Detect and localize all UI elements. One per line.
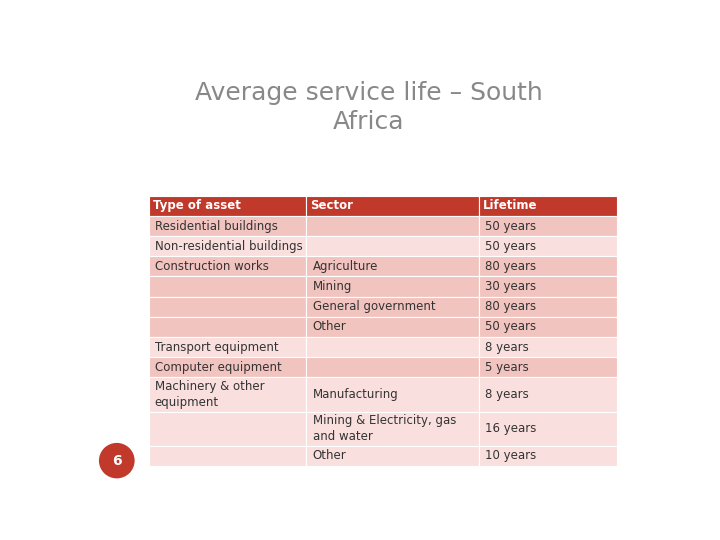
Text: 6: 6 [112,454,122,468]
Bar [148,216,305,236]
Text: 80 years: 80 years [485,260,536,273]
Text: 5 years: 5 years [485,361,528,374]
Text: 50 years: 50 years [485,240,536,253]
Bar [479,337,617,357]
Bar [305,357,479,377]
Bar [148,337,305,357]
Text: Agriculture: Agriculture [312,260,378,273]
Text: 50 years: 50 years [485,220,536,233]
Bar [148,236,305,256]
Text: Lifetime: Lifetime [482,199,537,212]
Bar [305,276,479,296]
Bar [148,276,305,296]
Bar [305,377,479,411]
Bar [479,236,617,256]
Bar [305,337,479,357]
Bar [479,216,617,236]
Text: Mining: Mining [312,280,352,293]
Text: General government: General government [312,300,435,313]
Bar [479,377,617,411]
Text: Mining & Electricity, gas
and water: Mining & Electricity, gas and water [312,414,456,443]
Bar [305,411,479,446]
Text: Non-residential buildings: Non-residential buildings [155,240,302,253]
Text: Type of asset: Type of asset [153,199,240,212]
Bar [479,196,617,216]
Ellipse shape [99,443,135,478]
Bar [305,446,479,466]
Bar [305,216,479,236]
Bar [148,357,305,377]
Bar [148,256,305,276]
Bar [479,296,617,317]
Text: Residential buildings: Residential buildings [155,220,278,233]
Text: 30 years: 30 years [485,280,536,293]
Text: Sector: Sector [310,199,353,212]
Text: Manufacturing: Manufacturing [312,388,398,401]
Bar [479,357,617,377]
Text: 80 years: 80 years [485,300,536,313]
Bar [479,317,617,337]
Bar [148,377,305,411]
Bar [148,317,305,337]
Text: 8 years: 8 years [485,341,528,354]
Bar [305,256,479,276]
Bar [148,411,305,446]
Bar [479,446,617,466]
Text: Computer equipment: Computer equipment [155,361,282,374]
Bar [305,317,479,337]
Text: 10 years: 10 years [485,449,536,462]
Text: Other: Other [312,320,346,333]
Bar [305,196,479,216]
Bar [479,256,617,276]
Text: 8 years: 8 years [485,388,528,401]
Bar [479,411,617,446]
Text: Transport equipment: Transport equipment [155,341,279,354]
Bar [148,446,305,466]
Bar [148,296,305,317]
Text: 50 years: 50 years [485,320,536,333]
Bar [305,296,479,317]
Bar [148,196,305,216]
Bar [305,236,479,256]
Text: Average service life – South
Africa: Average service life – South Africa [195,82,543,134]
Bar [479,276,617,296]
Text: Machinery & other
equipment: Machinery & other equipment [155,380,264,409]
Text: 16 years: 16 years [485,422,536,435]
Text: Construction works: Construction works [155,260,269,273]
Text: Other: Other [312,449,346,462]
